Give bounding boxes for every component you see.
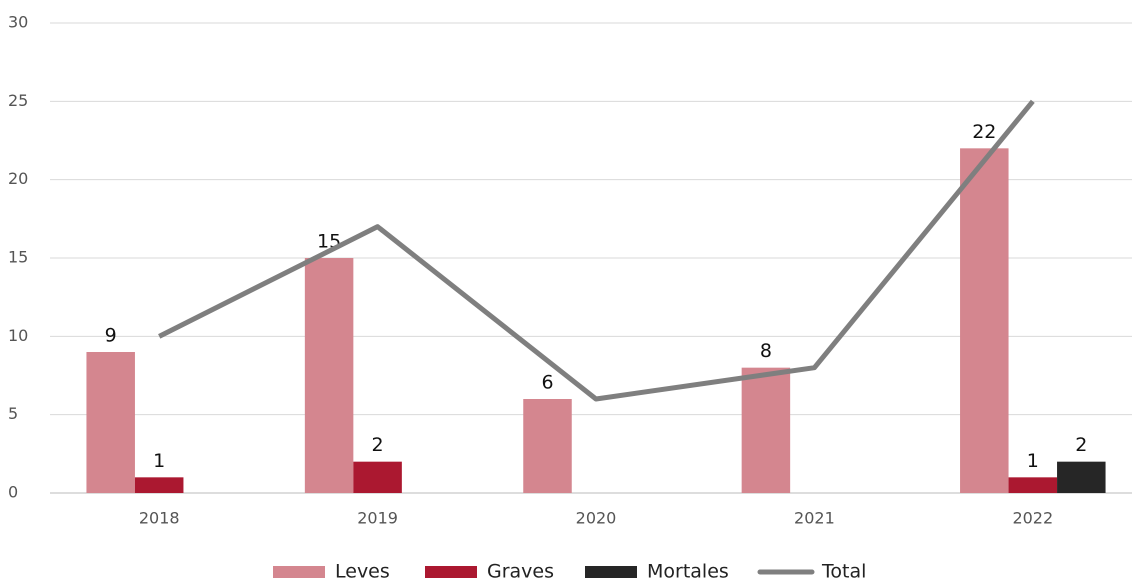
- y-tick-label: 15: [8, 248, 28, 267]
- bar: [86, 352, 135, 493]
- y-tick-label: 30: [8, 13, 28, 32]
- data-label: 2: [372, 434, 384, 456]
- legend-swatch: [585, 566, 637, 578]
- line: [158, 99, 1035, 402]
- bar: [741, 367, 791, 493]
- bar: [1008, 477, 1058, 493]
- bar: [134, 477, 184, 493]
- data-label: 2: [1075, 434, 1087, 456]
- y-tick-label: 20: [8, 169, 28, 188]
- bar: [523, 399, 572, 493]
- legend-label: Mortales: [647, 561, 729, 581]
- legend-swatch: [425, 566, 477, 578]
- bar: [353, 461, 402, 493]
- data-label: 1: [1027, 450, 1039, 472]
- y-tick-label: 10: [8, 326, 28, 345]
- data-label: 1: [153, 450, 165, 472]
- data-label: 9: [105, 325, 117, 347]
- data-label: 8: [760, 340, 772, 362]
- x-tick-label: 2018: [139, 509, 180, 528]
- y-tick-label: 0: [8, 483, 18, 502]
- data-label: 22: [972, 121, 996, 143]
- bar: [304, 258, 354, 493]
- x-tick-label: 2021: [794, 509, 835, 528]
- legend-label: Total: [821, 561, 866, 581]
- legend-swatch: [273, 566, 325, 578]
- x-tick-label: 2019: [357, 509, 398, 528]
- y-tick-label: 25: [8, 91, 28, 110]
- bar: [1057, 461, 1106, 493]
- data-label: 6: [541, 372, 553, 394]
- y-tick-label: 5: [8, 404, 18, 423]
- x-tick-label: 2020: [576, 509, 617, 528]
- bar: [960, 148, 1009, 494]
- x-tick-label: 2022: [1012, 509, 1053, 528]
- legend-label: Leves: [335, 561, 390, 581]
- legend-label: Graves: [487, 561, 554, 581]
